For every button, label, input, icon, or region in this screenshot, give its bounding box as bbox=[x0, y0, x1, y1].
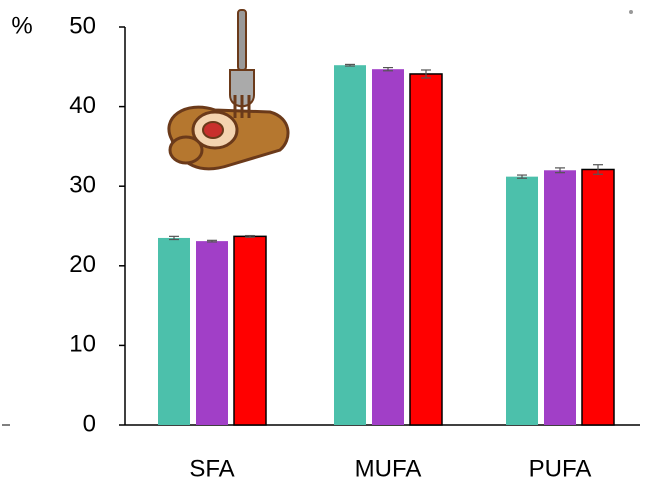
bar bbox=[196, 241, 228, 425]
x-tick-label: SFA bbox=[189, 455, 234, 482]
bar bbox=[233, 235, 267, 426]
bar bbox=[506, 176, 538, 425]
bar bbox=[372, 69, 404, 426]
y-tick-label: 30 bbox=[69, 172, 96, 199]
y-tick-label: 20 bbox=[69, 251, 96, 278]
y-tick-label: 0 bbox=[83, 410, 96, 437]
y-tick-label: 50 bbox=[69, 12, 96, 39]
bar bbox=[409, 73, 443, 426]
x-tick-label: MUFA bbox=[355, 455, 422, 482]
y-axis-label: % bbox=[11, 12, 32, 39]
y-tick-label: 10 bbox=[69, 331, 96, 358]
y-tick-label: 40 bbox=[69, 92, 96, 119]
bar bbox=[158, 237, 190, 425]
bar bbox=[581, 168, 615, 426]
food-icon bbox=[167, 9, 290, 171]
bar bbox=[334, 65, 366, 425]
bar bbox=[544, 170, 576, 425]
x-tick-label: PUFA bbox=[529, 455, 592, 482]
decoration bbox=[629, 10, 633, 14]
